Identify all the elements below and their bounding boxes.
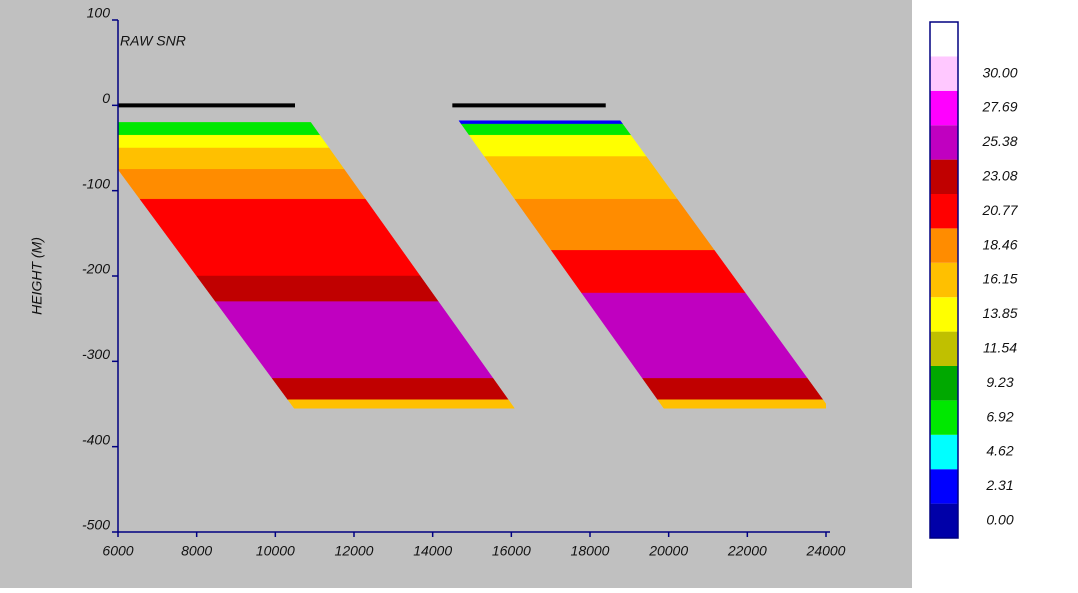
x-tick-label: 18000 [571, 543, 610, 559]
colorbar-label: 0.00 [986, 512, 1013, 528]
snr-layer [118, 122, 321, 136]
snr-layer [118, 134, 330, 149]
x-tick-label: 6000 [102, 543, 133, 559]
snr-layer [550, 250, 746, 294]
snr-layer [642, 378, 824, 400]
colorbar-label: 6.92 [986, 408, 1013, 424]
colorbar-label: 30.00 [982, 64, 1017, 80]
colorbar-label: 27.69 [981, 99, 1017, 115]
colorbar-swatch [930, 228, 958, 263]
x-tick-label: 14000 [413, 543, 452, 559]
colorbar-label: 20.77 [981, 202, 1018, 218]
plot-background [0, 0, 912, 588]
snr-layer [458, 120, 624, 125]
snr-layer [139, 198, 397, 243]
colorbar-swatch [930, 194, 958, 229]
colorbar-swatch [930, 366, 958, 401]
snr-layer [118, 147, 345, 170]
x-tick-label: 10000 [256, 543, 295, 559]
colorbar-swatch [930, 56, 958, 91]
x-tick-label: 12000 [335, 543, 374, 559]
colorbar-swatch [930, 469, 958, 504]
snr-layer [484, 156, 678, 200]
y-tick-label: -200 [82, 261, 110, 277]
x-tick-label: 16000 [492, 543, 531, 559]
colorbar-swatch [930, 262, 958, 298]
snr-layer [287, 399, 515, 409]
colorbar-label: 16.15 [982, 271, 1017, 287]
x-tick-label: 20000 [648, 543, 688, 559]
colorbar-swatch [930, 331, 958, 366]
colorbar-label: 2.31 [985, 477, 1013, 493]
y-tick-label: -100 [82, 175, 110, 191]
snr-layer [118, 169, 366, 200]
chart-title: RAW SNR [120, 33, 186, 49]
snr-layer [460, 123, 632, 136]
colorbar-label: 11.54 [983, 340, 1017, 356]
colorbar-label: 4.62 [986, 443, 1013, 459]
x-tick-label: 22000 [727, 543, 767, 559]
colorbar-label: 25.38 [981, 133, 1017, 149]
plot-area [118, 103, 826, 409]
y-tick-label: 100 [87, 5, 111, 21]
snr-layer [271, 378, 509, 400]
colorbar-swatch [930, 125, 958, 160]
colorbar-swatch [930, 90, 958, 126]
colorbar-label: 13.85 [982, 305, 1017, 321]
colorbar-swatch [930, 434, 958, 470]
colorbar-label: 23.08 [981, 168, 1017, 184]
colorbar-frame [929, 21, 959, 539]
colorbar-top-swatch [930, 22, 958, 57]
x-tick-label: 8000 [181, 543, 212, 559]
snr-layer [468, 134, 647, 157]
y-tick-label: 0 [102, 90, 110, 106]
colorbar-swatch [930, 159, 958, 194]
colorbar-label: 9.23 [986, 374, 1013, 390]
snr-layer [196, 275, 439, 302]
x-tick-label: 24000 [806, 543, 846, 559]
snr-layer [657, 399, 826, 409]
colorbar-swatch [930, 400, 958, 435]
snr-layer [170, 241, 421, 277]
y-tick-label: -400 [82, 431, 110, 447]
colorbar-swatch [930, 297, 958, 332]
y-tick-label: -500 [82, 517, 110, 533]
y-axis-label: HEIGHT (M) [29, 237, 45, 315]
y-tick-label: -300 [82, 346, 110, 362]
colorbar-label: 18.46 [982, 236, 1017, 252]
colorbar-swatch [930, 503, 958, 538]
